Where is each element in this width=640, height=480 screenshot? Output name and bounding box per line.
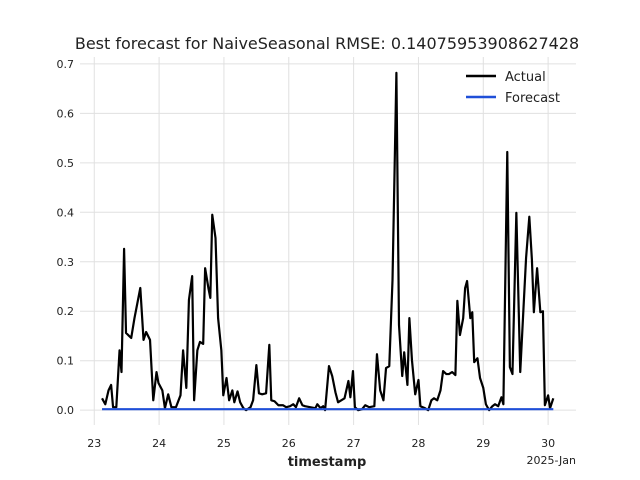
x-offset-label: 2025-Jan [526, 454, 576, 467]
y-tick-label: 0.0 [57, 404, 75, 417]
legend-label: Forecast [505, 91, 560, 106]
x-tick-label: 29 [476, 437, 490, 450]
x-tick-label: 24 [152, 437, 166, 450]
y-tick-label: 0.1 [57, 355, 75, 368]
x-tick-label: 30 [541, 437, 555, 450]
x-tick-label: 25 [217, 437, 231, 450]
legend-label: Actual [505, 70, 546, 85]
y-tick-label: 0.6 [57, 107, 75, 120]
y-tick-label: 0.7 [57, 58, 75, 71]
x-tick-label: 28 [411, 437, 425, 450]
x-tick-label: 27 [347, 437, 361, 450]
y-tick-label: 0.5 [57, 157, 75, 170]
x-axis-label: timestamp [288, 455, 367, 470]
x-tick-label: 23 [87, 437, 101, 450]
series-line [101, 71, 555, 412]
chart-title: Best forecast for NaiveSeasonal RMSE: 0.… [75, 34, 579, 53]
y-tick-label: 0.2 [57, 305, 75, 318]
x-tick-label: 26 [282, 437, 296, 450]
y-tick-label: 0.4 [57, 206, 75, 219]
y-tick-label: 0.3 [57, 256, 75, 269]
